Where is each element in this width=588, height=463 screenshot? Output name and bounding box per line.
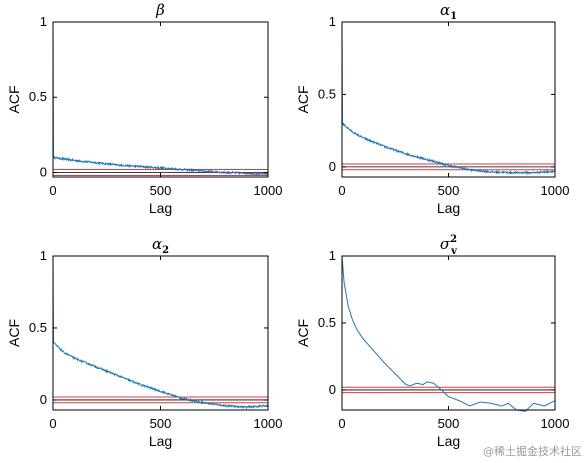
y-tick-label: 0 [329,382,336,397]
acf-series-line [52,21,269,176]
panel-title: σ2 v [440,234,458,257]
x-axis-label: Lag [437,200,460,216]
y-axis-label: ACF [6,86,22,114]
acf-series-line [341,21,556,176]
y-axis-label: ACF [295,319,311,347]
x-tick-label: 1000 [254,416,283,431]
x-tick-label: 500 [438,416,460,431]
x-axis-label: Lag [149,200,172,216]
y-axis-label: ACF [295,86,311,114]
x-tick-label: 500 [150,416,172,431]
x-axis-label: Lag [437,433,460,449]
x-tick-label: 0 [49,416,56,431]
x-tick-label: 500 [438,183,460,198]
y-tick-label: 0.5 [29,89,47,104]
y-tick-label: 0 [40,392,47,407]
y-tick-label: 0 [329,159,336,174]
panel-title: β [155,1,165,19]
x-tick-label: 1000 [254,183,283,198]
x-tick-label: 1000 [541,183,570,198]
axes-frame [341,21,556,178]
acf-series-line [341,255,556,412]
y-tick-label: 0.5 [29,320,47,335]
x-axis-label: Lag [149,433,172,449]
axes-frame [52,255,269,411]
panel-title: α1 [440,1,457,22]
acf-panel-2: 0 500 1000 0 0.5 1 Lag ACF α1 [295,1,569,216]
x-tick-label: 1000 [541,416,570,431]
acf-panel-3: 0 500 1000 0 0.5 1 Lag ACF α2 [6,235,282,449]
y-tick-label: 1 [40,14,47,29]
y-tick-label: 1 [329,14,336,29]
axes-frame [52,21,269,178]
y-tick-label: 0 [40,164,47,179]
acf-series-line [52,255,269,410]
y-tick-label: 0.5 [318,86,336,101]
y-tick-label: 1 [329,248,336,263]
x-tick-label: 0 [338,416,345,431]
watermark-text: @稀土掘金技术社区 [483,445,582,458]
x-tick-label: 0 [49,183,56,198]
y-axis-label: ACF [6,319,22,347]
panel-title: α2 [152,235,169,256]
acf-panel-1: 0 500 1000 0 0.5 1 Lag ACF β [6,1,282,216]
y-tick-label: 0.5 [318,315,336,330]
x-tick-label: 0 [338,183,345,198]
y-tick-label: 1 [40,248,47,263]
x-tick-label: 500 [150,183,172,198]
acf-panel-4: 0 500 1000 0 0.5 1 Lag ACF σ2 v [295,234,569,449]
